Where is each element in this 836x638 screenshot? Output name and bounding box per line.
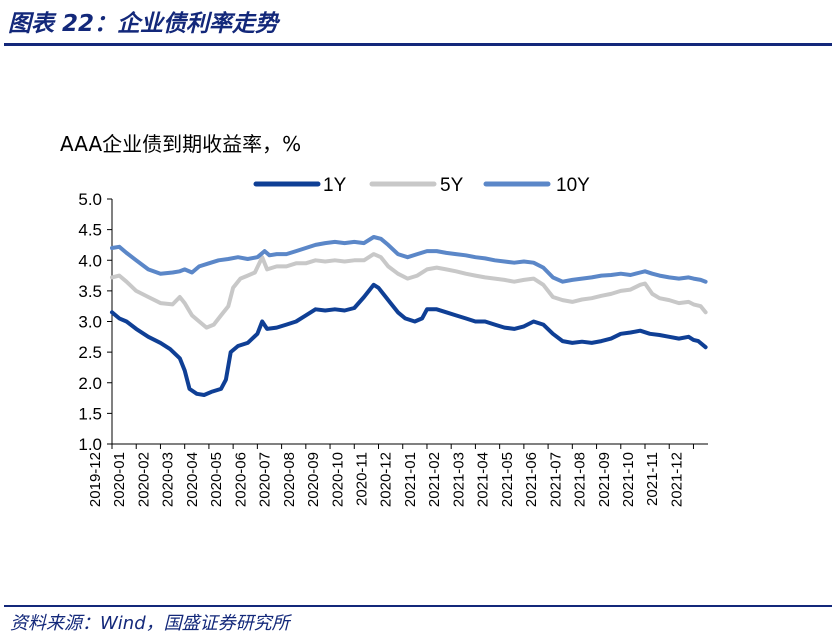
x-tick-label: 2021-08	[572, 452, 589, 507]
y-tick-label: 1.0	[78, 435, 102, 454]
x-tick-label: 2021-02	[426, 452, 443, 507]
figure-title: 图表 22：企业债利率走势	[8, 11, 279, 37]
series-line-5y	[110, 252, 708, 330]
y-tick-label: 4.0	[78, 251, 102, 270]
source-note: 资料来源：Wind，国盛证券研究所	[10, 613, 290, 634]
legend-label-10y: 10Y	[556, 175, 590, 196]
x-tick-label: 2021-12	[668, 452, 685, 507]
legend-label-5y: 5Y	[440, 175, 464, 196]
title-rule	[4, 43, 832, 46]
series-line-1y	[110, 282, 708, 397]
x-tick-label: 2021-10	[620, 452, 637, 507]
x-tick-label: 2021-09	[596, 452, 613, 507]
x-tick-label: 2020-01	[111, 452, 128, 507]
y-tick-label: 3.5	[78, 282, 102, 301]
x-tick-label: 2020-04	[184, 452, 201, 507]
chart-title: AAA企业债到期收益率，%	[60, 132, 302, 156]
x-tick-label: 2020-06	[232, 452, 249, 507]
x-tick-label: 2021-05	[499, 452, 516, 507]
x-tick-label: 2020-11	[354, 452, 371, 506]
x-tick-label: 2020-02	[135, 452, 152, 507]
x-tick-label: 2020-12	[378, 452, 395, 507]
y-tick-label: 5.0	[78, 190, 102, 209]
y-tick-label: 1.5	[78, 404, 102, 423]
y-tick-label: 4.5	[78, 221, 102, 240]
x-axis: 2019-12 2020-01 2020-02 2020-03 2020-04 2020-…	[87, 443, 708, 507]
series-lines	[110, 235, 708, 397]
legend-label-1y: 1Y	[323, 175, 347, 196]
x-tick-label: 2019-12	[87, 452, 104, 507]
x-tick-label: 2021-04	[475, 452, 492, 507]
x-tick-label: 2021-11	[644, 452, 661, 506]
x-tick-label: 2021-01	[402, 452, 419, 507]
x-tick-label: 2020-03	[160, 452, 177, 507]
x-tick-label: 2020-07	[257, 452, 274, 507]
legend: 1Y 5Y 10Y	[253, 175, 590, 196]
y-tick-label: 2.0	[78, 374, 102, 393]
series-line-10y	[110, 235, 708, 284]
x-tick-label: 2021-06	[523, 452, 540, 507]
x-tick-label: 2021-07	[547, 452, 564, 507]
x-tick-label: 2020-08	[281, 452, 298, 507]
y-tick-label: 2.5	[78, 343, 102, 362]
x-tick-label: 2020-10	[329, 452, 346, 507]
x-tick-label: 2020-05	[208, 452, 225, 507]
y-axis: 5.0 4.5 4.0 3.5 3.0 2.5 2.0 1.5 1.0	[78, 190, 113, 454]
x-tick-label: 2020-09	[305, 452, 322, 507]
x-tick-label: 2021-03	[450, 452, 467, 507]
y-tick-label: 3.0	[78, 313, 102, 332]
source-rule	[4, 605, 832, 607]
